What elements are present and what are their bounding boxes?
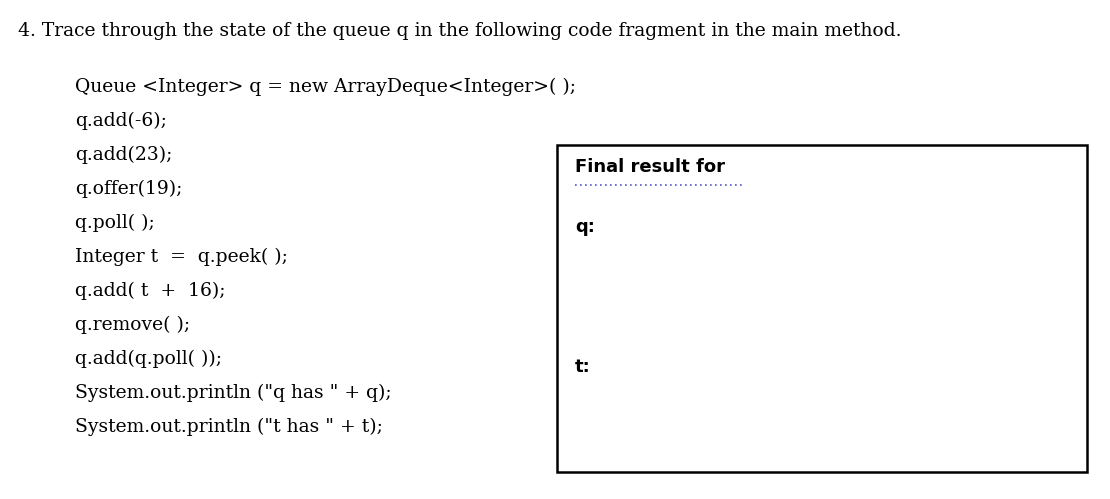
Text: q:: q: — [575, 218, 595, 236]
Text: t:: t: — [575, 358, 591, 376]
Text: System.out.println ("q has " + q);: System.out.println ("q has " + q); — [75, 384, 392, 402]
Text: Queue <Integer> q = new ArrayDeque<Integer>( );: Queue <Integer> q = new ArrayDeque<Integ… — [75, 78, 576, 96]
Text: System.out.println ("t has " + t);: System.out.println ("t has " + t); — [75, 418, 383, 436]
Text: q.poll( );: q.poll( ); — [75, 214, 154, 232]
Text: q.remove( );: q.remove( ); — [75, 316, 190, 334]
Text: q.add( t  +  16);: q.add( t + 16); — [75, 282, 225, 300]
Text: Integer t  =  q.peek( );: Integer t = q.peek( ); — [75, 248, 287, 266]
Text: Final result for: Final result for — [575, 158, 725, 176]
Text: q.add(23);: q.add(23); — [75, 146, 172, 164]
Bar — [557, 145, 1087, 472]
Text: q.offer(19);: q.offer(19); — [75, 180, 182, 198]
Text: 4. Trace through the state of the queue q in the following code fragment in the : 4. Trace through the state of the queue … — [18, 22, 901, 40]
Text: q.add(-6);: q.add(-6); — [75, 112, 166, 130]
Text: q.add(q.poll( ));: q.add(q.poll( )); — [75, 350, 222, 368]
